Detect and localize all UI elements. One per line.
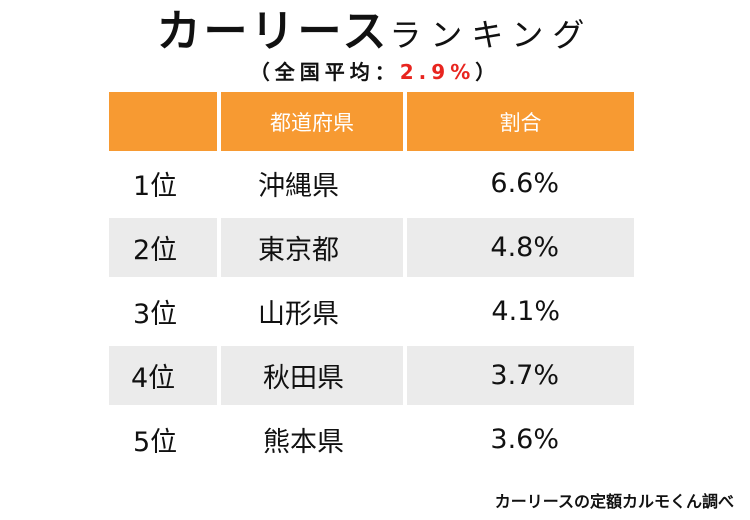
- header-share: 割合: [407, 92, 634, 151]
- table-row: 2位 東京都 4.8%: [109, 218, 634, 277]
- subtitle-open-paren: （: [249, 60, 275, 84]
- prefecture-cell: 熊本県: [221, 410, 403, 469]
- table-row: 3位 山形県 4.1%: [109, 282, 634, 341]
- rank-cell: 4位: [109, 346, 217, 405]
- national-average: （全国平均：2.9%）: [0, 58, 750, 86]
- average-value: 2.9%: [399, 60, 476, 84]
- ranking-table: 都道府県 割合 1位 沖縄県 6.6% 2位 東京都 4.8% 3位 山形県 4…: [109, 92, 634, 474]
- rank-cell: 2位: [109, 218, 217, 277]
- source-credit: カーリースの定額カルモくん調べ: [494, 492, 734, 511]
- subtitle-label: 全国平均: [274, 60, 375, 84]
- share-cell: 4.1%: [407, 282, 634, 341]
- rank-cell: 1位: [109, 154, 217, 213]
- header-rank: [109, 92, 217, 151]
- table-row: 5位 熊本県 3.6%: [109, 410, 634, 469]
- prefecture-cell: 東京都: [221, 218, 403, 277]
- prefecture-cell: 沖縄県: [221, 154, 403, 213]
- rank-cell: 3位: [109, 282, 217, 341]
- title-main: カーリース: [156, 6, 390, 57]
- table-header-row: 都道府県 割合: [109, 92, 634, 151]
- share-cell: 3.6%: [407, 410, 634, 469]
- table-row: 4位 秋田県 3.7%: [109, 346, 634, 405]
- header-prefecture: 都道府県: [221, 92, 403, 151]
- prefecture-cell: 秋田県: [221, 346, 403, 405]
- subtitle-colon: ：: [374, 60, 400, 84]
- page-title: カーリースランキング: [0, 6, 750, 58]
- title-sub: ランキング: [389, 16, 594, 54]
- share-cell: 6.6%: [407, 154, 634, 213]
- share-cell: 4.8%: [407, 218, 634, 277]
- subtitle-close-paren: ）: [475, 60, 501, 84]
- rank-cell: 5位: [109, 410, 217, 469]
- table-row: 1位 沖縄県 6.6%: [109, 154, 634, 213]
- share-cell: 3.7%: [407, 346, 634, 405]
- prefecture-cell: 山形県: [221, 282, 403, 341]
